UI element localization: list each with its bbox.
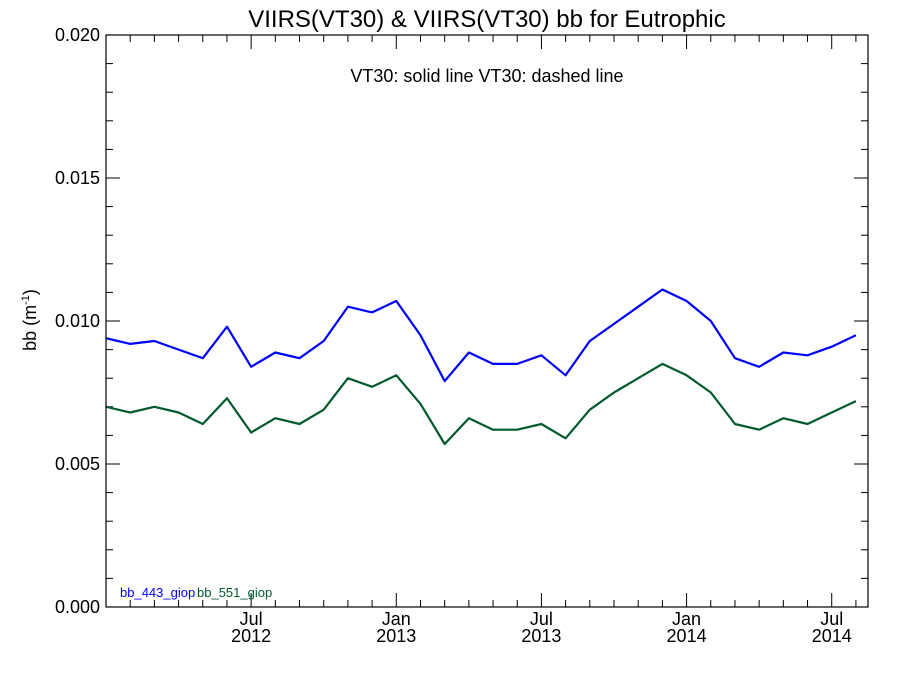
x-tick-month: Jul	[530, 609, 553, 629]
x-tick-year: 2012	[231, 626, 271, 646]
legend: bb_443_giop bb_551_giop	[120, 585, 272, 600]
line-style-annotation: VT30: solid line VT30: dashed line	[350, 66, 623, 86]
x-tick-year: 2013	[376, 626, 416, 646]
x-tick-year: 2013	[521, 626, 561, 646]
y-axis-label-close: )	[20, 289, 40, 295]
x-tick-year: 2014	[812, 626, 852, 646]
legend-entry-bb_551_giop: bb_551_giop	[197, 585, 272, 600]
y-tick-label: 0.010	[55, 311, 100, 331]
plot-frame	[105, 34, 869, 608]
y-tick-label: 0.020	[55, 25, 100, 45]
y-axis-label-base: bb (m	[20, 305, 40, 351]
y-tick-label: 0.015	[55, 168, 100, 188]
y-axis-label-sup: -1	[20, 295, 32, 305]
y-tick-label: 0.000	[55, 597, 100, 617]
x-tick-year: 2014	[667, 626, 707, 646]
legend-entry-bb_443_giop: bb_443_giop	[120, 585, 195, 600]
series-lines	[106, 288, 857, 446]
x-tick-month: Jan	[382, 609, 411, 629]
x-tick-month: Jul	[820, 609, 843, 629]
chart-title: VIIRS(VT30) & VIIRS(VT30) bb for Eutroph…	[248, 6, 726, 33]
y-tick-label: 0.005	[55, 454, 100, 474]
series-line-bb_443_giop	[106, 288, 857, 383]
y-axis: 0.000 0.005 0.010 0.015 0.020	[55, 25, 868, 617]
y-axis-label: bb (m-1)	[20, 289, 40, 351]
series-line-bb_551_giop	[106, 362, 857, 446]
x-tick-month: Jul	[240, 609, 263, 629]
x-tick-month: Jan	[672, 609, 701, 629]
